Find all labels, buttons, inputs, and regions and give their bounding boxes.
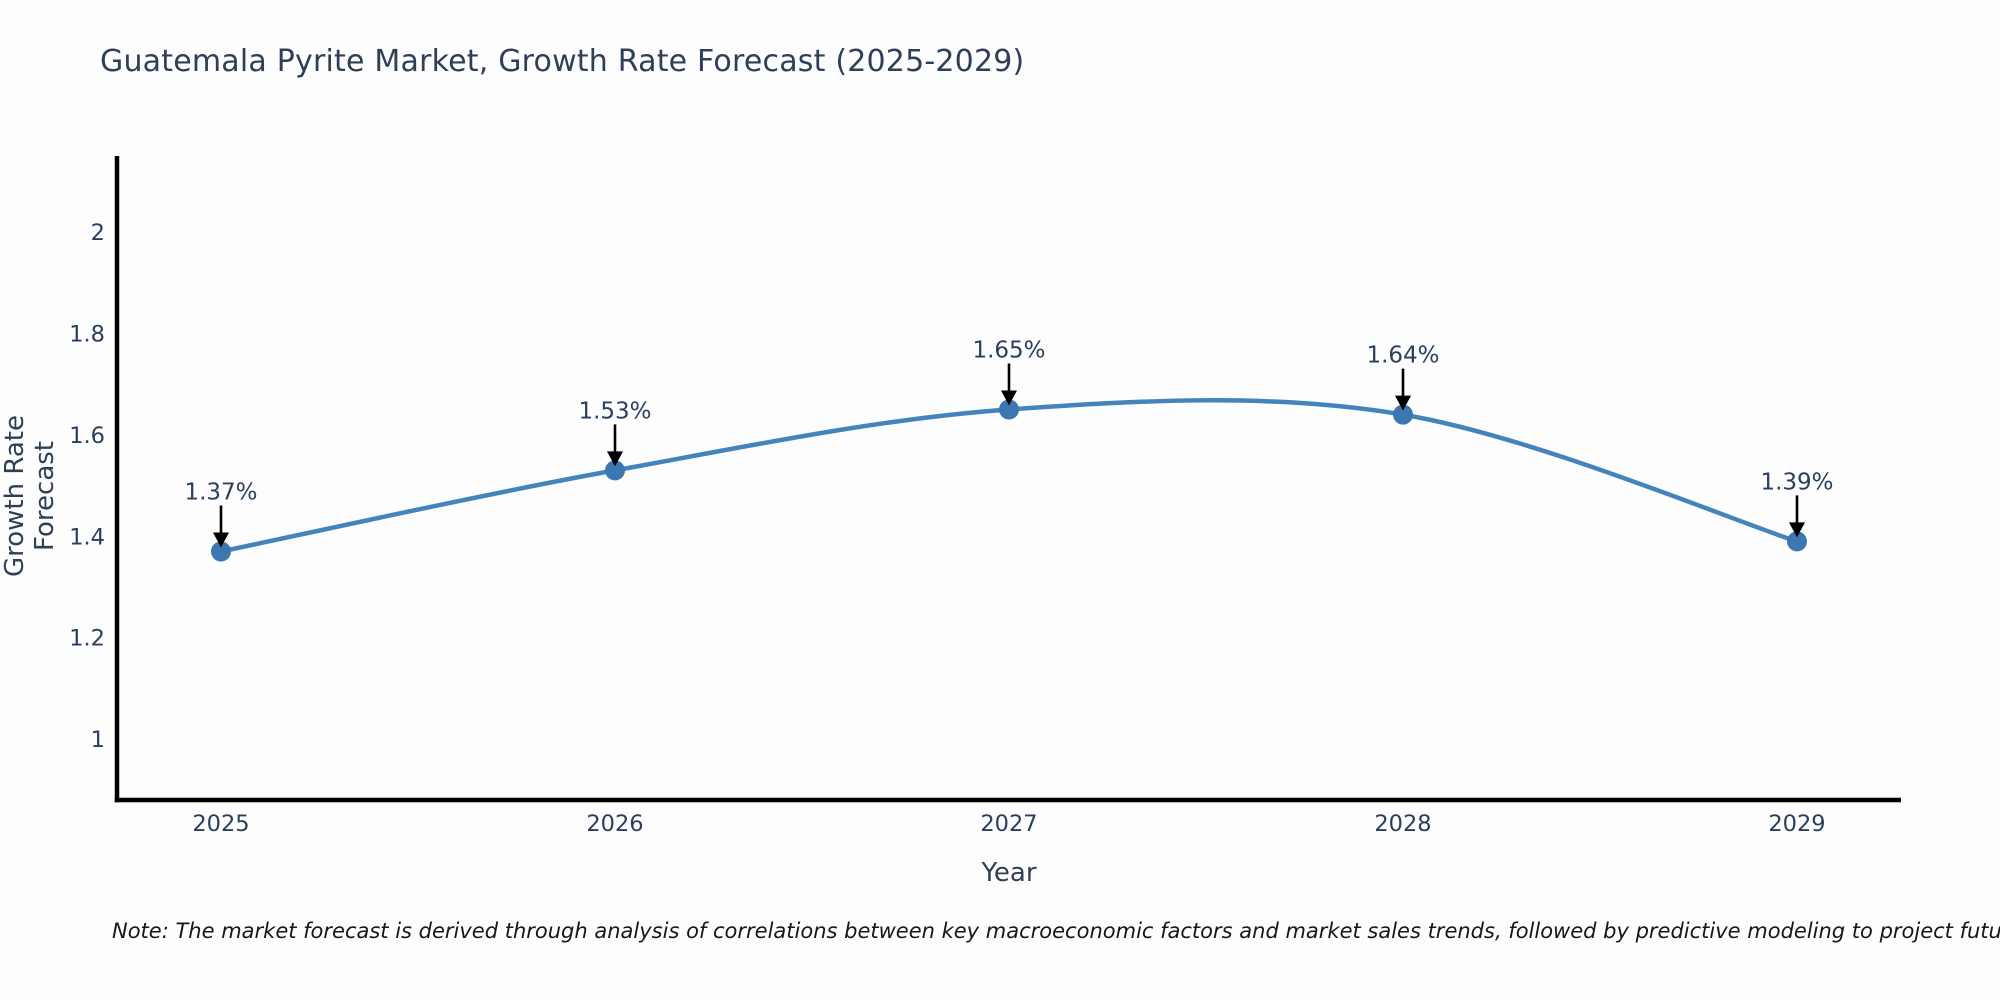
point-annotation-label: 1.37% bbox=[184, 480, 257, 506]
annotation-arrowhead-icon bbox=[1789, 522, 1805, 538]
point-annotation-label: 1.64% bbox=[1366, 343, 1439, 369]
x-tick-label: 2026 bbox=[586, 811, 643, 837]
annotation-arrowhead-icon bbox=[607, 451, 623, 467]
y-tick-label: 1.8 bbox=[69, 322, 105, 348]
annotation-arrowhead-icon bbox=[213, 532, 229, 548]
x-tick-label: 2029 bbox=[1768, 811, 1825, 837]
data-point-marker[interactable] bbox=[1393, 404, 1413, 425]
data-point-marker[interactable] bbox=[605, 460, 625, 481]
point-annotation-label: 1.53% bbox=[578, 398, 651, 424]
data-point-marker[interactable] bbox=[211, 541, 231, 562]
y-tick-label: 1 bbox=[91, 727, 105, 753]
forecast-line bbox=[218, 398, 1800, 554]
point-annotation-label: 1.39% bbox=[1760, 469, 1833, 495]
x-tick-label: 2025 bbox=[192, 811, 249, 837]
y-axis-title: Growth Rate Forecast bbox=[0, 415, 60, 577]
annotation-arrowhead-icon bbox=[1395, 395, 1411, 411]
chart-title: Guatemala Pyrite Market, Growth Rate For… bbox=[100, 44, 1025, 79]
annotation-arrowhead-icon bbox=[1001, 390, 1017, 406]
note-text: Note: The market forecast is derived thr… bbox=[112, 919, 2000, 943]
x-axis-title: Year bbox=[981, 858, 1037, 888]
y-tick-label: 1.2 bbox=[69, 626, 105, 652]
y-tick-label: 1.4 bbox=[69, 524, 105, 550]
x-tick-label: 2027 bbox=[980, 811, 1037, 837]
y-tick-label: 2 bbox=[91, 220, 105, 246]
point-annotation-label: 1.65% bbox=[972, 338, 1045, 364]
y-tick-label: 1.6 bbox=[69, 423, 105, 449]
data-point-marker[interactable] bbox=[1787, 531, 1807, 552]
x-tick-label: 2028 bbox=[1374, 811, 1431, 837]
data-point-marker[interactable] bbox=[999, 399, 1019, 420]
